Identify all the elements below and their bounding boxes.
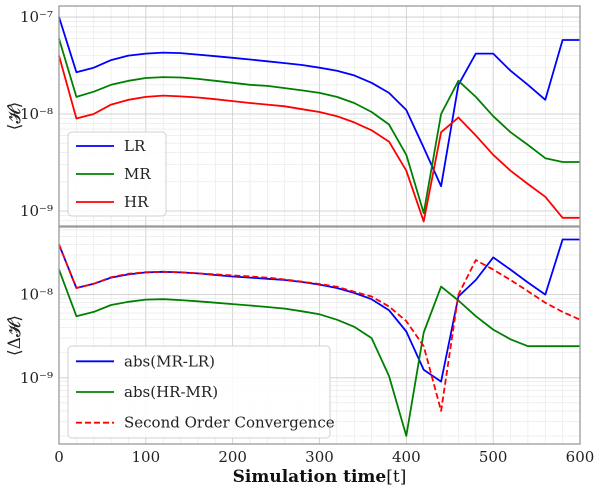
series-top [58, 16, 580, 223]
legend-label: MR [124, 165, 151, 183]
y-tick-label: 10⁻⁷ [20, 8, 53, 26]
legend-label: HR [124, 193, 149, 211]
legend-box [67, 345, 331, 439]
y-axis-label-bottom: ⟨Δ𝓗⟩ [5, 315, 25, 356]
x-tick-label: 200 [218, 448, 247, 466]
x-tick-label: 400 [392, 448, 421, 466]
x-tick-label: 600 [566, 448, 595, 466]
x-axis-label-unit: [t] [386, 467, 406, 487]
series-bottom [58, 238, 581, 437]
grid-top [58, 6, 581, 227]
x-tick-label: 300 [305, 448, 334, 466]
series-line-hr [58, 55, 580, 223]
legend-label: LR [124, 137, 146, 155]
x-tick-label: 0 [54, 448, 64, 466]
y-ticks-top: 10⁻⁹ 10⁻⁸ 10⁻⁷ [20, 8, 53, 220]
axes-frame-bottom [58, 226, 581, 445]
legend-label: abs(HR-MR) [124, 383, 218, 401]
series-line-second-order-convergence [58, 244, 581, 412]
x-tick-label: 100 [132, 448, 161, 466]
panel-hamiltonian: 10⁻⁹ 10⁻⁸ 10⁻⁷ ⟨𝓗⟩ LR MR HR [5, 5, 581, 227]
series-line-lr [58, 16, 580, 188]
x-tick-label: 500 [479, 448, 508, 466]
x-ticks: 0 100 200 300 400 500 600 [54, 448, 594, 466]
y-tick-label: 10⁻⁹ [20, 369, 53, 387]
x-axis-label-name: Simulation time [233, 467, 387, 487]
series-line-abs-hr-mr- [58, 269, 580, 437]
x-axis-label: Simulation time[t] [233, 467, 407, 487]
y-tick-label: 10⁻⁹ [20, 202, 53, 220]
legend-label: Second Order Convergence [124, 414, 335, 432]
axes-frame-top [58, 5, 581, 227]
legend-box [67, 131, 167, 217]
panel-hamiltonian-difference: 10⁻⁹ 10⁻⁸ 0 100 200 300 400 500 600 ⟨Δ𝓗⟩ Simula… [5, 226, 594, 487]
legend-label: abs(MR-LR) [124, 352, 215, 370]
series-line-mr [58, 38, 580, 215]
y-tick-label: 10⁻⁸ [20, 286, 53, 304]
y-tick-label: 10⁻⁸ [20, 105, 53, 123]
y-axis-label-top: ⟨𝓗⟩ [5, 102, 25, 131]
legend-top: LR MR HR [67, 131, 167, 217]
legend-bottom: abs(MR-LR) abs(HR-MR) Second Order Converg… [67, 345, 335, 439]
y-ticks-bottom: 10⁻⁹ 10⁻⁸ [20, 286, 53, 387]
